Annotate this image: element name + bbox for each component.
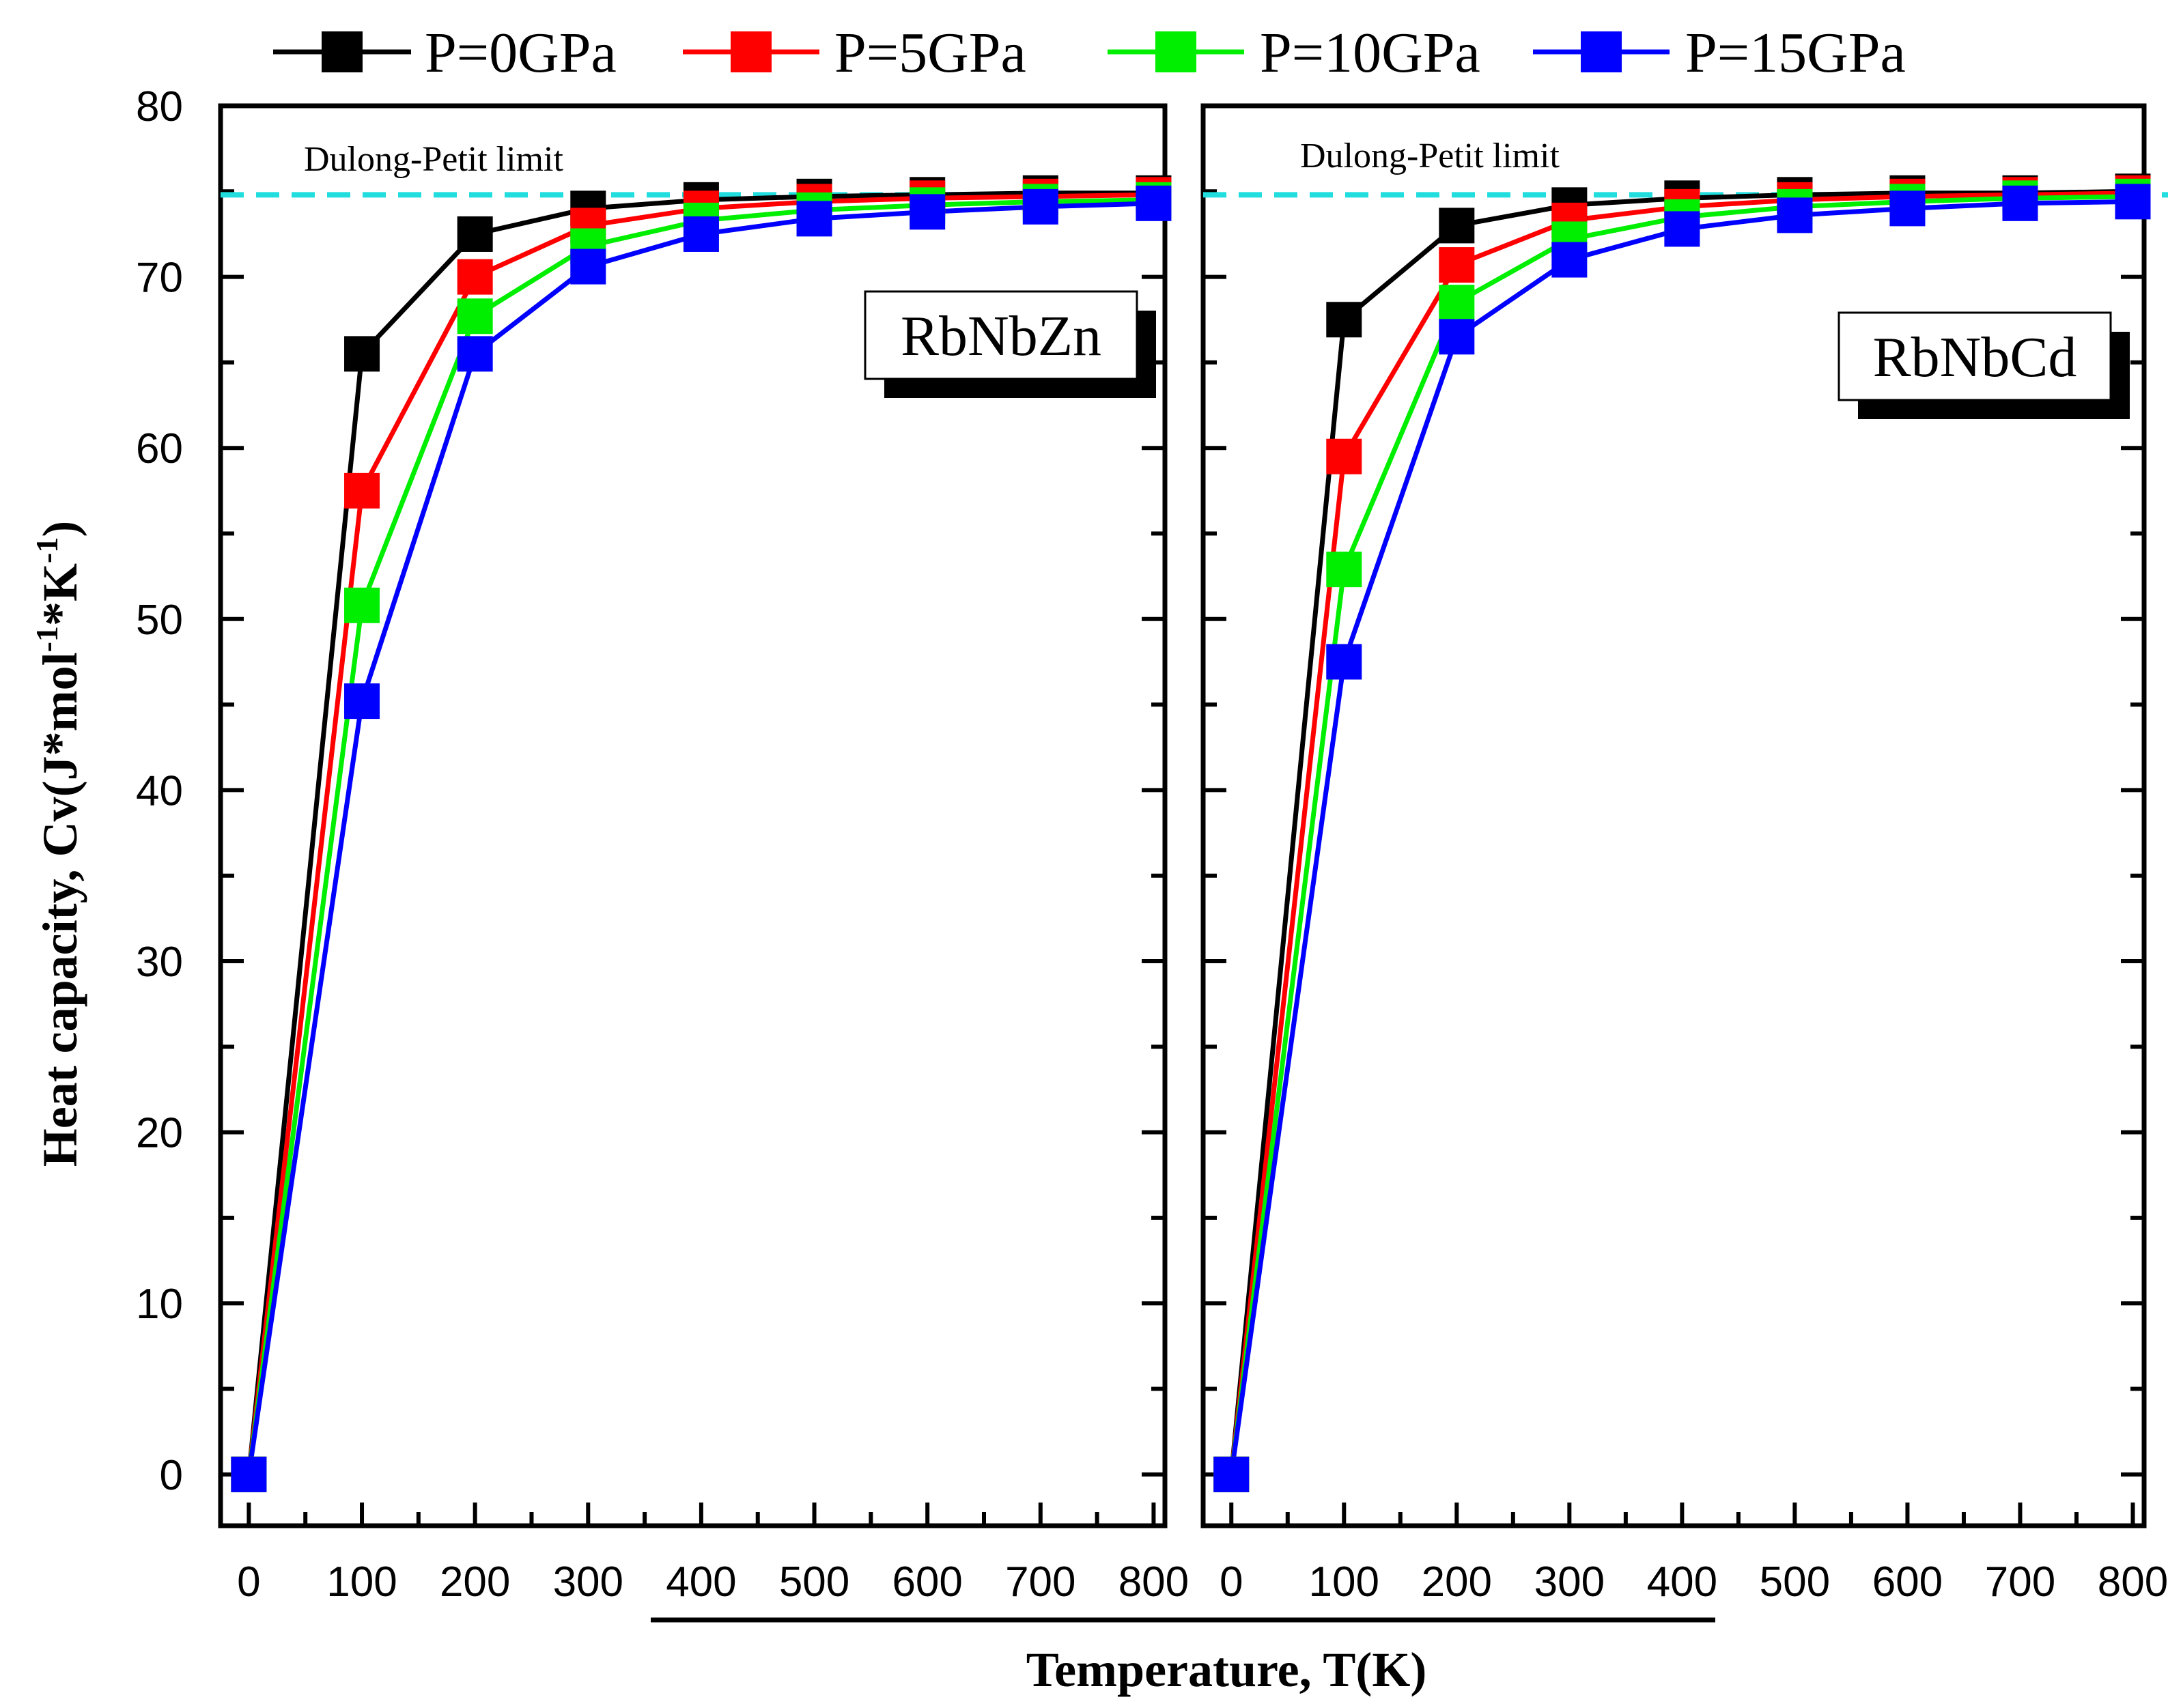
rbnbzn-dulong-petit-label: Dulong-Petit limit bbox=[304, 140, 563, 179]
rbnbcd-xtick-label-100: 100 bbox=[1309, 1558, 1379, 1606]
rbnbzn-p15gpa-point-600 bbox=[910, 194, 946, 230]
rbnbzn-p15gpa-point-500 bbox=[796, 201, 832, 237]
rbnbcd-xtick-label-500: 500 bbox=[1760, 1558, 1830, 1606]
rbnbzn-p15gpa-point-100 bbox=[344, 683, 380, 720]
rbnbcd-xtick-label-700: 700 bbox=[1985, 1558, 2055, 1606]
y-tick-label-0: 0 bbox=[160, 1452, 183, 1499]
rbnbcd-xtick-label-200: 200 bbox=[1422, 1558, 1492, 1606]
y-tick-labels: 0 10 20 30 40 50 60 70 80 bbox=[136, 83, 183, 1499]
rbnbzn-p15gpa-point-0 bbox=[231, 1456, 267, 1492]
panel-rbnbzn: 0 100 200 300 400 500 600 700 800 Dulong-Petit li… bbox=[218, 103, 1189, 1606]
rbnbzn-p15gpa-point-400 bbox=[683, 216, 719, 252]
legend-label-p10: P=10GPa bbox=[1260, 21, 1480, 85]
rbnbzn-xtick-label-500: 500 bbox=[779, 1558, 849, 1606]
y-tick-label-20: 20 bbox=[136, 1110, 183, 1157]
legend-marker-p0 bbox=[322, 31, 363, 72]
legend-marker-p10 bbox=[1155, 31, 1196, 72]
rbnbzn-p0gpa-point-200 bbox=[457, 216, 493, 252]
rbnbzn-p5gpa-point-200 bbox=[457, 259, 493, 295]
rbnbcd-p15gpa-point-600 bbox=[1889, 190, 1926, 227]
rbnbcd-p0gpa-point-200 bbox=[1439, 208, 1475, 244]
rbnbzn-xtick-label-600: 600 bbox=[892, 1558, 962, 1606]
rbnbzn-label-box bbox=[864, 290, 1138, 380]
rbnbzn-p15gpa-point-700 bbox=[1022, 188, 1058, 225]
y-tick-label-30: 30 bbox=[136, 939, 183, 986]
y-axis-label-sup2: -1 bbox=[29, 537, 64, 563]
rbnbzn-p10gpa-point-100 bbox=[344, 587, 380, 623]
y-axis-label-mid: *K bbox=[33, 563, 87, 626]
rbnbcd-label-box bbox=[1838, 311, 2112, 401]
legend-marker-p15 bbox=[1581, 31, 1622, 72]
x-axis-label: Temperature, T(K) bbox=[1026, 1642, 1427, 1697]
legend-item-p10: P=10GPa bbox=[1108, 21, 1480, 85]
y-tick-label-10: 10 bbox=[136, 1281, 183, 1328]
rbnbzn-plot-frame bbox=[218, 103, 1168, 1528]
rbnbcd-xtick-label-400: 400 bbox=[1647, 1558, 1717, 1606]
rbnbzn-xtick-label-300: 300 bbox=[553, 1558, 623, 1606]
rbnbcd-panel-label: RbNbCd bbox=[1873, 326, 2077, 389]
rbnbcd-dulong-petit-label: Dulong-Petit limit bbox=[1300, 137, 1560, 175]
y-tick-label-50: 50 bbox=[136, 597, 183, 644]
rbnbcd-p15gpa-point-500 bbox=[1777, 197, 1813, 233]
rbnbzn-xtick-label-200: 200 bbox=[440, 1558, 510, 1606]
rbnbzn-xtick-label-800: 800 bbox=[1118, 1558, 1189, 1606]
rbnbcd-p5gpa-point-100 bbox=[1326, 438, 1362, 474]
rbnbcd-xtick-label-800: 800 bbox=[2098, 1558, 2168, 1606]
y-axis-label-main: Heat capacity, Cv(J*mol bbox=[33, 652, 87, 1167]
panel-rbnbcd: 0 100 200 300 400 500 600 700 800 Dulong-Petit li… bbox=[1200, 103, 2168, 1606]
rbnbzn-xtick-label-0: 0 bbox=[237, 1558, 260, 1606]
rbnbcd-xtick-label-0: 0 bbox=[1220, 1558, 1243, 1606]
rbnbzn-p10gpa-point-200 bbox=[457, 298, 493, 335]
rbnbzn-p15gpa-point-800 bbox=[1136, 185, 1172, 221]
rbnbcd-p15gpa-point-0 bbox=[1213, 1456, 1250, 1492]
rbnbzn-xtick-label-400: 400 bbox=[666, 1558, 736, 1606]
rbnbcd-p15gpa-point-200 bbox=[1439, 319, 1475, 355]
legend-label-p0: P=0GPa bbox=[425, 21, 617, 85]
rbnbzn-p15gpa-point-200 bbox=[457, 336, 493, 372]
rbnbzn-p5gpa-point-100 bbox=[344, 472, 380, 509]
rbnbcd-p15gpa-point-800 bbox=[2115, 184, 2151, 220]
y-axis-label-sup1: -1 bbox=[29, 626, 64, 652]
rbnbzn-p0gpa-point-100 bbox=[344, 336, 380, 372]
rbnbcd-xtick-label-300: 300 bbox=[1534, 1558, 1605, 1606]
rbnbcd-xtick-label-600: 600 bbox=[1872, 1558, 1943, 1606]
legend: P=0GPa P=5GPa P=10GPa P=15GPa bbox=[273, 21, 1906, 85]
legend-item-p0: P=0GPa bbox=[273, 21, 617, 85]
legend-label-p5: P=5GPa bbox=[834, 21, 1026, 85]
legend-label-p15: P=15GPa bbox=[1685, 21, 1906, 85]
y-tick-label-70: 70 bbox=[136, 255, 183, 302]
rbnbcd-p15gpa-point-300 bbox=[1551, 242, 1588, 278]
rbnbcd-p0gpa-point-100 bbox=[1326, 302, 1362, 338]
legend-marker-p5 bbox=[731, 31, 772, 72]
y-tick-label-60: 60 bbox=[136, 425, 183, 472]
rbnbcd-p15gpa-point-700 bbox=[2002, 185, 2038, 221]
rbnbcd-p5gpa-point-200 bbox=[1439, 247, 1475, 283]
legend-item-p15: P=15GPa bbox=[1533, 21, 1906, 85]
rbnbcd-p10gpa-point-200 bbox=[1439, 285, 1475, 321]
rbnbzn-panel-label: RbNbZn bbox=[901, 304, 1101, 368]
rbnbcd-p15gpa-point-400 bbox=[1664, 211, 1700, 247]
rbnbcd-plot-frame bbox=[1200, 103, 2147, 1528]
rbnbzn-p15gpa-point-300 bbox=[570, 248, 606, 285]
rbnbcd-p15gpa-point-100 bbox=[1326, 644, 1362, 680]
y-axis-label-end: ) bbox=[33, 521, 87, 537]
y-axis-label: Heat capacity, Cv(J*mol-1*K-1) bbox=[29, 521, 87, 1167]
y-tick-label-40: 40 bbox=[136, 767, 183, 814]
rbnbzn-xtick-label-100: 100 bbox=[326, 1558, 397, 1606]
y-tick-label-80: 80 bbox=[136, 83, 183, 130]
rbnbzn-xtick-label-700: 700 bbox=[1005, 1558, 1075, 1606]
legend-item-p5: P=5GPa bbox=[683, 21, 1026, 85]
rbnbcd-p10gpa-point-100 bbox=[1326, 552, 1362, 588]
